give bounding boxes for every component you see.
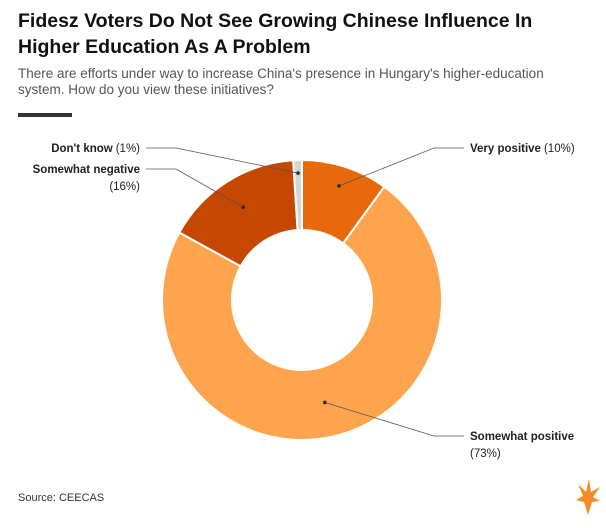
slice-label-very-positive: Very positive (10%) — [470, 143, 575, 155]
slice-label-don-t-know: Don't know (1%) — [51, 143, 140, 155]
leader-line-don-t-know — [146, 147, 299, 174]
slice-label-value: (1%) — [116, 143, 140, 155]
slice-label-somewhat-negative: Somewhat negative (16%) — [33, 164, 141, 193]
chart-subtitle: There are efforts under way to increase … — [18, 66, 544, 97]
slice-label-value: (16%) — [109, 181, 140, 193]
slice-label-name: Don't know — [51, 143, 113, 155]
slice-label-name: Somewhat positive — [470, 431, 574, 443]
slice-label-value: (73%) — [470, 448, 501, 460]
slice-don-t-know — [292, 158, 303, 232]
leader-dot-don-t-know — [296, 171, 300, 175]
chart-title: Fidesz Voters Do Not See Growing Chinese… — [18, 10, 533, 58]
title-divider — [18, 113, 72, 117]
source-note: Source: CEECAS — [18, 492, 105, 504]
slice-label-somewhat-positive: Somewhat positive (73%) — [470, 431, 574, 460]
leader-line-somewhat-negative — [146, 168, 244, 208]
slice-label-name: Somewhat negative — [33, 164, 140, 176]
leader-line-very-positive — [338, 147, 464, 187]
leader-line-somewhat-positive — [324, 402, 464, 437]
flame-logo-icon — [576, 479, 600, 515]
slice-label-value: (10%) — [544, 143, 575, 155]
slice-label-name: Very positive — [470, 143, 541, 155]
slice-somewhat-positive — [161, 185, 443, 441]
